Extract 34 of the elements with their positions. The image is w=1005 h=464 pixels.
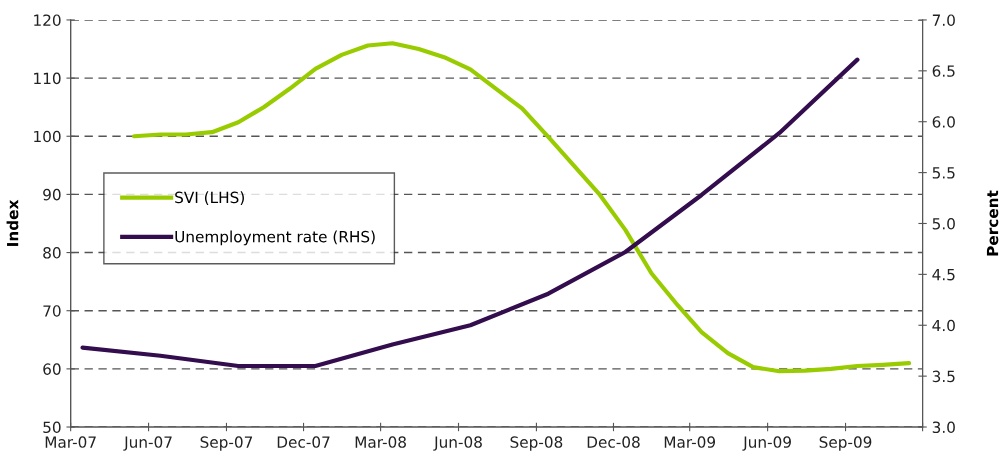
x-tick-label: Sep-09: [819, 436, 872, 451]
y2-tick-label: 3.5: [932, 370, 955, 383]
x-tick-label: Sep-07: [200, 436, 253, 451]
y-tick-label: 60: [43, 363, 61, 375]
y2-tick-label: 4.5: [932, 269, 955, 281]
y-axis-title: Index: [6, 199, 19, 246]
legend-label: SVI (LHS): [175, 191, 244, 205]
x-tick-label: Sep-08: [510, 436, 563, 451]
x-tick-label: Dec-07: [277, 436, 330, 448]
y-tick-label: 100: [34, 130, 61, 143]
y-tick-label: 70: [43, 305, 61, 317]
y-tick-label: 50: [43, 421, 61, 434]
line-series: [80, 57, 860, 369]
y-tick-label: 120: [34, 14, 61, 26]
x-tick-label: Mar-09: [664, 436, 716, 448]
x-tick-label: Jun-09: [742, 436, 791, 451]
y2-tick-label: 3.0: [932, 421, 955, 434]
y2-tick-label: 5.0: [932, 217, 955, 230]
x-tick-label: Mar-08: [355, 436, 406, 448]
y-tick-label: 80: [43, 247, 61, 259]
y2-tick-label: 6.5: [932, 65, 955, 77]
y-tick-label: 110: [34, 72, 61, 85]
x-tick-label: Dec-08: [587, 436, 640, 448]
x-tick-label: Jun-08: [433, 436, 482, 451]
line-series: [132, 41, 912, 374]
y2-tick-label: 5.5: [932, 167, 955, 179]
x-tick-label: Jun-07: [123, 436, 172, 451]
y2-tick-label: 4.0: [932, 319, 955, 332]
y2-tick-label: 7.0: [932, 14, 955, 26]
y2-axis-title: Percent: [986, 190, 999, 256]
x-tick-label: Mar-07: [45, 436, 96, 448]
y-tick-label: 90: [43, 188, 61, 201]
y2-tick-label: 6.0: [932, 116, 955, 128]
legend-label: Unemployment rate (RHS): [175, 230, 375, 246]
